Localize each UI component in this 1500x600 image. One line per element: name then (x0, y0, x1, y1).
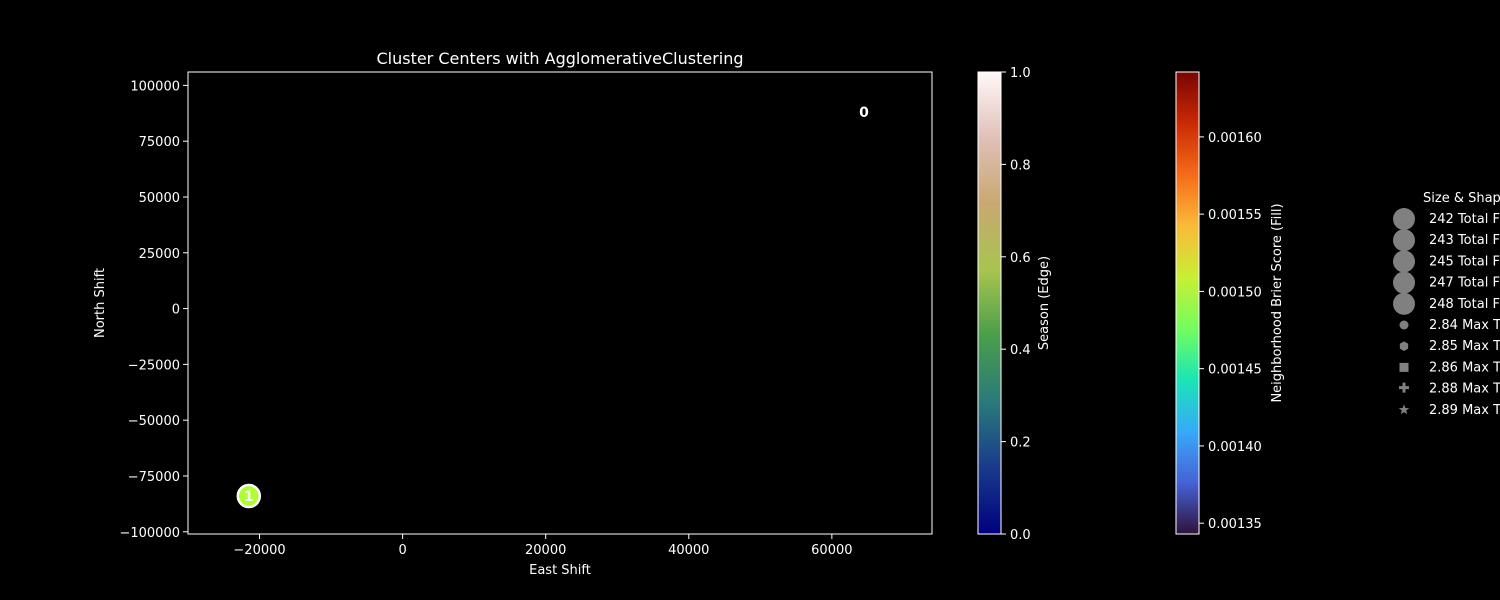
y-tick-label: 25000 (139, 247, 180, 262)
brier-colorbar-tick-label: 0.00160 (1208, 131, 1262, 146)
y-tick-label: 100000 (130, 79, 180, 94)
brier-colorbar-tick-label: 0.00140 (1208, 440, 1262, 455)
legend: 242 Total F 243 Total F 245 Total F 247 Tot… (1393, 208, 1500, 418)
y-tick-label: 75000 (139, 135, 180, 150)
brier-colorbar-label: Neighborhood Brier Score (Fill) (1270, 203, 1285, 402)
cluster-points: 01 (236, 99, 877, 509)
season-colorbar-tick-label: 0.0 (1010, 528, 1031, 543)
season-colorbar-tick-label: 1.0 (1010, 66, 1031, 81)
x-axis-label: East Shift (529, 563, 591, 578)
legend-entry-label: 2.84 Max T (1429, 318, 1500, 333)
legend-entry-label: 2.86 Max T (1429, 360, 1500, 375)
season-colorbar-ticks: 0.0 0.2 0.4 0.6 0.8 1.0 (1001, 66, 1031, 543)
legend-entry-label: 2.85 Max T (1429, 339, 1500, 354)
cluster-center-label: 0 (859, 105, 869, 121)
brier-colorbar-tick-label: 0.00135 (1208, 517, 1262, 532)
y-tick-label: −50000 (128, 414, 180, 429)
cluster-center-point (236, 483, 262, 509)
y-tick-label: 50000 (139, 191, 180, 206)
legend-title: Size & Shap (1423, 191, 1500, 206)
legend-entry-label: 248 Total F (1429, 297, 1500, 312)
brier-colorbar-tick-label: 0.00150 (1208, 285, 1262, 300)
season-colorbar-label: Season (Edge) (1037, 256, 1052, 350)
y-axis-label: North Shift (93, 268, 108, 338)
x-tick-label: 20000 (525, 543, 566, 558)
legend-entry-label: 243 Total F (1429, 233, 1500, 248)
legend-entry-label: 247 Total F (1429, 276, 1500, 291)
y-tick-label: −25000 (128, 358, 180, 373)
cluster-center-point (851, 99, 877, 125)
season-colorbar-tick-label: 0.8 (1010, 158, 1031, 173)
season-colorbar-tick-label: 0.6 (1010, 251, 1031, 266)
y-axis-ticks: 100000 75000 50000 25000 0 −25000 −50000 −75000… (119, 79, 188, 541)
legend-marker-hexagon (1399, 341, 1409, 351)
plot-area (187, 71, 933, 535)
legend-marker-circle (1393, 271, 1415, 294)
legend-marker-circle (1393, 208, 1415, 230)
legend-marker-circle (1393, 229, 1415, 252)
x-tick-label: −20000 (233, 543, 285, 558)
brier-colorbar-tick-label: 0.00145 (1208, 363, 1262, 378)
legend-marker-square (1399, 362, 1409, 372)
x-tick-label: 60000 (811, 543, 852, 558)
y-tick-label: −75000 (128, 470, 180, 485)
legend-marker-circle (1399, 320, 1409, 330)
legend-marker-star (1398, 404, 1410, 415)
y-tick-label: −100000 (119, 526, 180, 541)
cluster-center-label: 1 (244, 489, 254, 505)
x-axis-ticks: −20000 0 20000 40000 60000 (233, 534, 853, 558)
season-colorbar-tick-label: 0.4 (1010, 343, 1031, 358)
chart-title: Cluster Centers with AgglomerativeCluste… (376, 49, 743, 68)
x-tick-label: 40000 (668, 543, 709, 558)
x-tick-label: 0 (398, 543, 406, 558)
legend-entry-label: 2.89 Max T (1429, 403, 1500, 418)
legend-marker-circle (1393, 250, 1415, 273)
season-colorbar (977, 71, 1002, 535)
legend-entry-label: 245 Total F (1429, 254, 1500, 269)
brier-colorbar-ticks: 0.00135 0.00140 0.00145 0.00150 0.00155 0.001… (1199, 131, 1262, 532)
legend-marker-plus (1399, 382, 1409, 393)
brier-colorbar (1175, 71, 1200, 535)
y-tick-label: 0 (172, 303, 180, 318)
legend-marker-circle (1393, 292, 1415, 315)
legend-entry-label: 2.88 Max T (1429, 382, 1500, 397)
legend-entry-label: 242 Total F (1429, 212, 1500, 227)
season-colorbar-tick-label: 0.2 (1010, 436, 1031, 451)
brier-colorbar-tick-label: 0.00155 (1208, 208, 1262, 223)
